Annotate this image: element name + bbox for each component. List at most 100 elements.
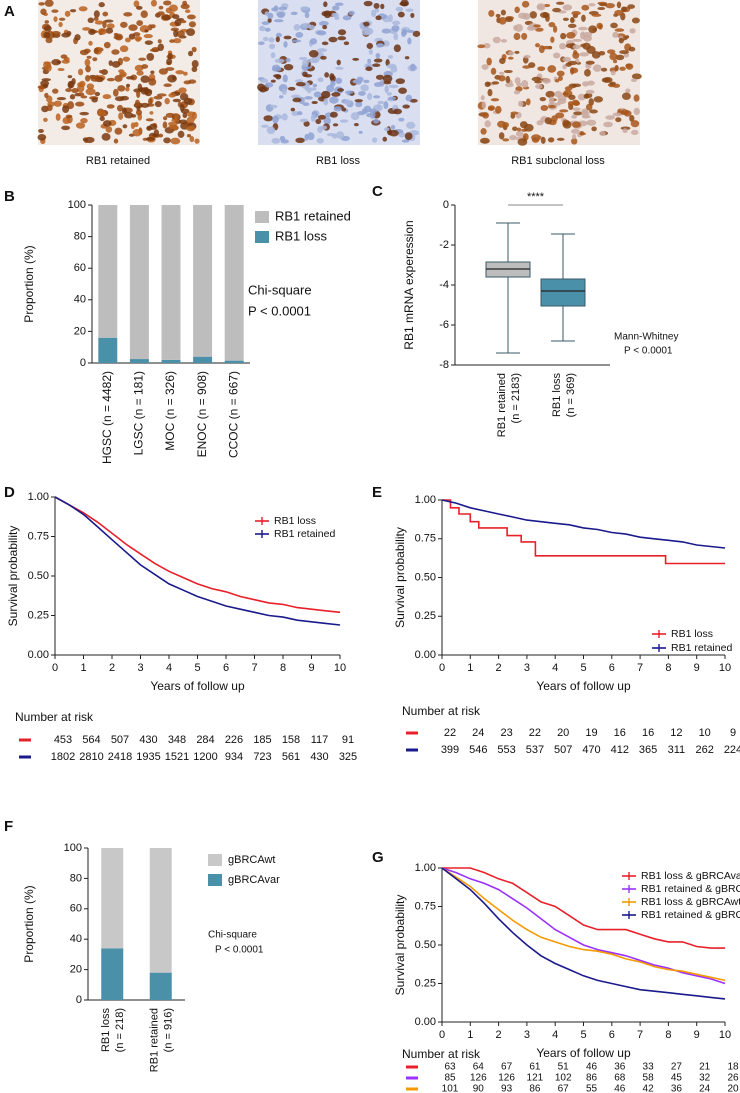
nucleus: [581, 4, 590, 11]
nucleus: [51, 30, 61, 36]
nucleus: [500, 39, 508, 43]
image-caption: RB1 retained: [86, 155, 150, 167]
nucleus: [391, 20, 401, 26]
nucleus: [307, 88, 312, 94]
legend-label: RB1 retained: [275, 208, 351, 223]
y-tick-label: -8: [439, 359, 449, 371]
nucleus: [296, 111, 303, 116]
nucleus: [630, 129, 639, 136]
nucleus: [341, 107, 347, 112]
nucleus: [633, 107, 640, 116]
nucleus: [281, 88, 287, 95]
nucleus: [375, 74, 384, 80]
nucleus: [355, 101, 363, 108]
nucleus: [605, 115, 616, 120]
nucleus: [560, 32, 567, 40]
nucleus: [549, 96, 555, 105]
risk-count: 102: [555, 1073, 572, 1084]
nucleus: [330, 111, 338, 118]
nucleus: [600, 67, 608, 72]
nucleus: [401, 28, 408, 36]
risk-count: 9: [730, 727, 736, 739]
nucleus: [586, 119, 597, 126]
nucleus: [186, 125, 196, 132]
risk-count: 91: [342, 734, 354, 746]
nucleus: [137, 83, 143, 92]
nucleus: [275, 32, 282, 38]
nucleus: [393, 108, 402, 115]
risk-count: 1521: [165, 751, 189, 763]
risk-count: 16: [642, 727, 654, 739]
nucleus: [631, 73, 642, 80]
nucleus: [567, 23, 577, 29]
nucleus: [132, 128, 142, 137]
nucleus: [88, 28, 96, 35]
x-tick-label: 0: [52, 662, 58, 674]
nucleus: [628, 46, 636, 52]
nucleus: [390, 125, 396, 130]
nucleus: [92, 57, 98, 62]
nucleus: [562, 56, 571, 62]
nucleus: [69, 9, 77, 13]
nucleus: [163, 116, 168, 121]
nucleus: [285, 58, 291, 63]
nucleus: [291, 94, 301, 99]
nucleus: [571, 114, 577, 119]
nucleus: [597, 6, 606, 11]
nucleus: [585, 60, 595, 65]
nucleus: [53, 16, 58, 23]
nucleus: [498, 75, 506, 82]
nucleus: [304, 96, 313, 100]
nucleus: [393, 44, 401, 53]
nucleus: [375, 52, 381, 59]
nucleus: [555, 1, 565, 5]
nucleus: [176, 30, 185, 38]
nucleus: [343, 41, 350, 46]
risk-count: 553: [497, 744, 515, 756]
risk-count: 24: [699, 1084, 711, 1093]
nucleus: [328, 36, 338, 43]
nucleus: [136, 20, 144, 27]
nucleus: [122, 56, 131, 62]
y-tick-label: 40: [74, 294, 86, 306]
risk-count: 2418: [108, 751, 132, 763]
nucleus: [402, 104, 410, 109]
nucleus: [484, 81, 491, 88]
nucleus: [323, 1, 328, 8]
x-axis-title: Years of follow up: [536, 679, 631, 693]
nucleus: [144, 40, 153, 45]
risk-count: 61: [529, 1062, 541, 1073]
y-tick-label: 0.25: [28, 609, 49, 621]
nucleus: [298, 56, 308, 61]
nucleus: [194, 138, 200, 144]
nucleus: [591, 126, 597, 132]
nucleus: [529, 11, 537, 19]
nucleus: [494, 105, 502, 114]
legend-label: RB1 loss: [275, 228, 328, 243]
nucleus: [547, 137, 555, 143]
nucleus: [407, 37, 412, 45]
nucleus: [85, 74, 91, 82]
y-tick-label: 40: [70, 933, 82, 945]
nucleus: [273, 19, 284, 23]
nucleus: [97, 28, 107, 35]
nucleus: [620, 6, 627, 13]
nucleus: [406, 121, 416, 129]
nucleus: [282, 74, 288, 83]
risk-count: 90: [473, 1084, 485, 1093]
nucleus: [262, 36, 269, 42]
nucleus: [106, 104, 115, 109]
risk-count: 67: [501, 1062, 513, 1073]
y-tick-label: 0.00: [415, 1016, 436, 1028]
nucleus: [514, 23, 523, 32]
nucleus: [391, 25, 400, 32]
legend-label: RB1 loss & gBRCAvar: [641, 870, 740, 882]
nucleus: [315, 118, 322, 125]
x-axis-title: Years of follow up: [150, 679, 245, 693]
risk-count: 58: [643, 1073, 655, 1084]
nucleus: [526, 25, 536, 31]
nucleus: [279, 135, 286, 142]
nucleus: [258, 41, 265, 46]
x-tick-label: 4: [166, 662, 172, 674]
nucleus: [271, 7, 278, 12]
